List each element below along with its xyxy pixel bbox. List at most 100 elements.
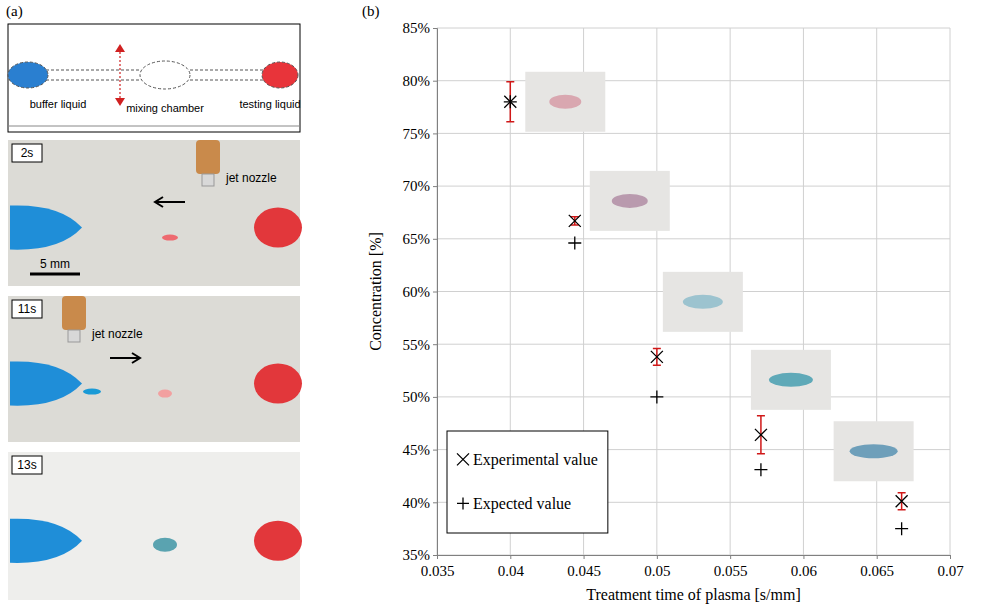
schematic-frame xyxy=(8,24,300,132)
legend-items: Experimental valueExpected value xyxy=(457,451,598,513)
y-tick-label: 70% xyxy=(403,178,431,194)
panel-b: (b)0.0350.040.0450.050.0550.060.0650.073… xyxy=(362,3,964,604)
panel-a: (a)buffer liquidmixing chambertesting li… xyxy=(6,3,302,600)
photo: 2sjet nozzle5 mm xyxy=(8,140,302,286)
sample-photo xyxy=(663,272,743,332)
sample-drop xyxy=(612,194,648,208)
panel-label: (a) xyxy=(6,3,23,20)
x-axis: 0.0350.040.0450.050.0550.060.0650.07 xyxy=(421,555,965,579)
point xyxy=(569,215,581,227)
point xyxy=(568,237,581,250)
y-tick-mark xyxy=(433,186,437,187)
x-tick: 0.07 xyxy=(937,555,964,579)
grid-line-y xyxy=(437,28,950,29)
schematic-base xyxy=(8,126,300,127)
photo-background xyxy=(8,452,300,600)
nozzle-label: jet nozzle xyxy=(225,171,277,185)
channel xyxy=(46,70,140,71)
x-tick-mark xyxy=(510,555,511,559)
y-tick-label: 40% xyxy=(403,495,431,511)
photo: 13s xyxy=(8,452,302,600)
y-tick-label: 65% xyxy=(403,231,431,247)
point xyxy=(651,351,663,363)
sample-photos xyxy=(525,72,913,481)
time-badge: 13s xyxy=(12,456,42,474)
grid-line-x xyxy=(803,28,804,555)
y-tick-mark xyxy=(433,239,437,240)
testing-droplet xyxy=(254,364,302,404)
channel xyxy=(190,80,266,81)
grid-line-y xyxy=(437,344,950,345)
photo-background xyxy=(8,296,300,442)
mixed-drop xyxy=(153,538,177,552)
testing-reservoir xyxy=(262,62,298,88)
y-tick: 85% xyxy=(403,20,438,36)
x-tick-label: 0.06 xyxy=(791,563,818,579)
buffer-droplet xyxy=(10,519,82,563)
mixing-chamber xyxy=(140,61,190,89)
time-badge-box xyxy=(12,144,42,162)
grid-line-x xyxy=(950,28,951,555)
time-badge-box xyxy=(12,300,42,318)
buffer-drop xyxy=(83,389,101,395)
x-tick-label: 0.045 xyxy=(567,563,601,579)
x-tick-label: 0.05 xyxy=(644,563,670,579)
legend-box xyxy=(447,431,608,533)
testing-droplet xyxy=(254,521,302,561)
legend-marker xyxy=(457,497,469,509)
sample-photo xyxy=(525,72,605,132)
grid-line-y xyxy=(437,396,950,397)
sample-drop xyxy=(549,95,581,109)
time-label: 2s xyxy=(21,146,34,160)
x-tick: 0.045 xyxy=(567,555,601,579)
channel xyxy=(190,70,266,71)
y-tick: 55% xyxy=(403,337,438,353)
test-drop xyxy=(158,390,172,398)
x-tick-mark xyxy=(584,555,585,559)
schematic-label: buffer liquid xyxy=(30,98,87,110)
y-tick-label: 85% xyxy=(403,20,431,36)
x-tick-mark xyxy=(657,555,658,559)
y-axis-title: Concentration [%] xyxy=(367,232,384,351)
time-badge-box xyxy=(12,456,42,474)
y-axis-line xyxy=(433,29,438,556)
y-tick: 75% xyxy=(403,126,438,142)
x-tick: 0.04 xyxy=(498,555,525,579)
y-tick: 80% xyxy=(403,73,438,89)
sample-photo xyxy=(590,171,670,231)
scale-bar xyxy=(30,273,80,276)
x-tick-label: 0.07 xyxy=(937,563,964,579)
motion-arrow xyxy=(119,48,120,102)
x-tick: 0.065 xyxy=(860,555,894,579)
x-tick: 0.06 xyxy=(791,555,818,579)
y-tick-mark xyxy=(433,28,437,29)
y-tick-mark xyxy=(433,397,437,398)
sample-drop xyxy=(683,295,723,309)
jet-nozzle xyxy=(62,296,86,330)
sample-photo xyxy=(834,421,914,481)
y-tick: 45% xyxy=(403,442,438,458)
x-axis-title: Treatment time of plasma [s/mm] xyxy=(586,586,800,604)
point xyxy=(896,495,908,507)
point xyxy=(650,390,663,403)
time-badge: 2s xyxy=(12,144,42,162)
schematic-label: testing liquid xyxy=(239,98,300,110)
motion-arrow xyxy=(155,197,185,207)
sample-drop xyxy=(850,444,898,458)
y-tick-mark xyxy=(433,450,437,451)
grid-line-y xyxy=(437,238,950,239)
figure: (a)buffer liquidmixing chambertesting li… xyxy=(0,0,984,608)
x-tick-label: 0.035 xyxy=(421,563,455,579)
y-tick-label: 45% xyxy=(403,442,431,458)
motion-arrow-head xyxy=(115,44,125,106)
point xyxy=(755,429,767,441)
sample-photo xyxy=(751,350,831,410)
y-tick-label: 75% xyxy=(403,126,431,142)
time-badge: 11s xyxy=(12,300,42,318)
jet-nozzle-tip xyxy=(202,174,214,186)
photo: 11sjet nozzle xyxy=(8,296,302,442)
point xyxy=(504,95,517,108)
motion-arrow xyxy=(110,353,140,363)
y-tick-label: 50% xyxy=(403,389,431,405)
y-tick-mark xyxy=(433,555,437,556)
